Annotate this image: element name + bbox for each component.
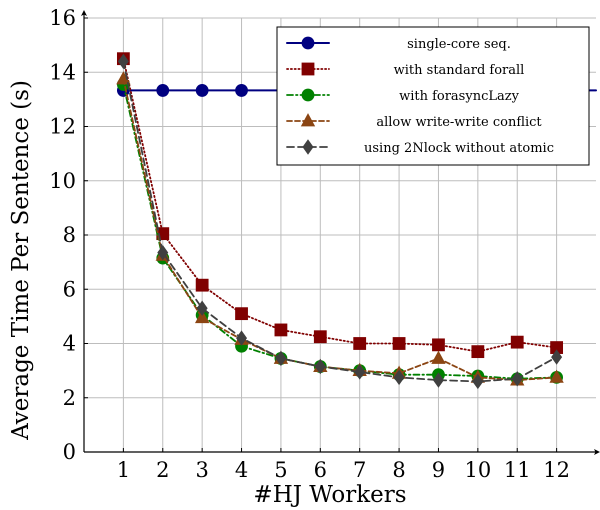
- legend-label: using 2Nlock without atomic: [364, 141, 554, 156]
- series-line: [122, 60, 558, 383]
- data-point: [432, 338, 445, 352]
- data-point: [551, 349, 563, 365]
- x-tick-label: 10: [464, 458, 491, 482]
- x-tick-label: 8: [392, 458, 405, 482]
- legend: single-core seq. with standard forall with…: [276, 26, 590, 166]
- y-axis-arrow: [81, 10, 87, 16]
- data-point: [235, 84, 248, 97]
- data-point: [432, 372, 444, 388]
- legend-label: with forasyncLazy: [399, 89, 520, 104]
- data-point: [431, 350, 446, 364]
- y-tick-label: 16: [49, 6, 76, 30]
- x-axis-title: #HJ Workers: [253, 482, 406, 508]
- data-point: [393, 369, 405, 386]
- series-line: [122, 83, 558, 380]
- x-tick-label: 2: [156, 458, 169, 482]
- legend-marker: [301, 88, 315, 102]
- x-tick-label: 5: [274, 458, 287, 482]
- y-tick-label: 8: [63, 223, 76, 247]
- legend-entry: using 2Nlock without atomic: [286, 139, 554, 156]
- data-point: [194, 309, 210, 324]
- data-point: [196, 300, 208, 316]
- data-point: [274, 323, 288, 337]
- data-point: [195, 278, 209, 292]
- y-tick-label: 0: [63, 440, 76, 464]
- data-point: [510, 335, 524, 349]
- data-point: [471, 345, 485, 359]
- x-tick-label: 7: [353, 458, 366, 482]
- data-point: [472, 373, 484, 390]
- legend-entry: single-core seq.: [286, 36, 511, 52]
- data-point: [549, 369, 564, 383]
- legend-box: [276, 26, 590, 166]
- data-point: [392, 337, 406, 350]
- x-tick-label: 3: [195, 458, 208, 482]
- legend-marker: [300, 113, 316, 127]
- x-tick-label: 1: [117, 458, 130, 482]
- data-point: [117, 53, 129, 70]
- data-point: [157, 244, 169, 261]
- legend-marker: [301, 62, 315, 76]
- x-tick-label: 6: [314, 458, 327, 482]
- data-point: [511, 371, 523, 387]
- y-axis-title: Average Time Per Sentence (s): [8, 80, 34, 441]
- series-line: [122, 78, 558, 382]
- y-tick-label: 6: [63, 277, 76, 301]
- legend-entry: with standard forall: [286, 62, 525, 78]
- x-tick-label: 11: [504, 458, 531, 482]
- y-tick-label: 12: [49, 115, 76, 139]
- data-point: [156, 84, 170, 97]
- y-tick-label: 14: [49, 60, 76, 84]
- data-point: [235, 307, 248, 321]
- axes: [81, 10, 600, 455]
- legend-entry: allow write-write conflict: [286, 113, 542, 130]
- legend-marker: [302, 139, 314, 155]
- series-line: [122, 57, 558, 353]
- x-axis-arrow: [594, 449, 600, 455]
- data-point: [236, 330, 248, 346]
- legend-label: with standard forall: [394, 63, 525, 78]
- x-tick-label: 9: [432, 458, 445, 482]
- series-4: [117, 53, 563, 390]
- y-tick-label: 2: [63, 386, 76, 410]
- legend-label: allow write-write conflict: [376, 115, 542, 130]
- data-point: [354, 364, 366, 380]
- x-tick-label: 12: [543, 458, 570, 482]
- y-tick-label: 10: [49, 169, 76, 193]
- legend-marker: [301, 36, 315, 50]
- data-point: [275, 350, 287, 367]
- legend-entry: with forasyncLazy: [286, 88, 520, 104]
- data-point: [195, 84, 209, 97]
- data-point: [353, 337, 367, 350]
- x-tick-label: 4: [235, 458, 248, 482]
- data-point: [314, 358, 326, 375]
- data-point: [313, 330, 327, 344]
- y-tick-label: 4: [63, 332, 76, 356]
- legend-label: single-core seq.: [407, 37, 511, 52]
